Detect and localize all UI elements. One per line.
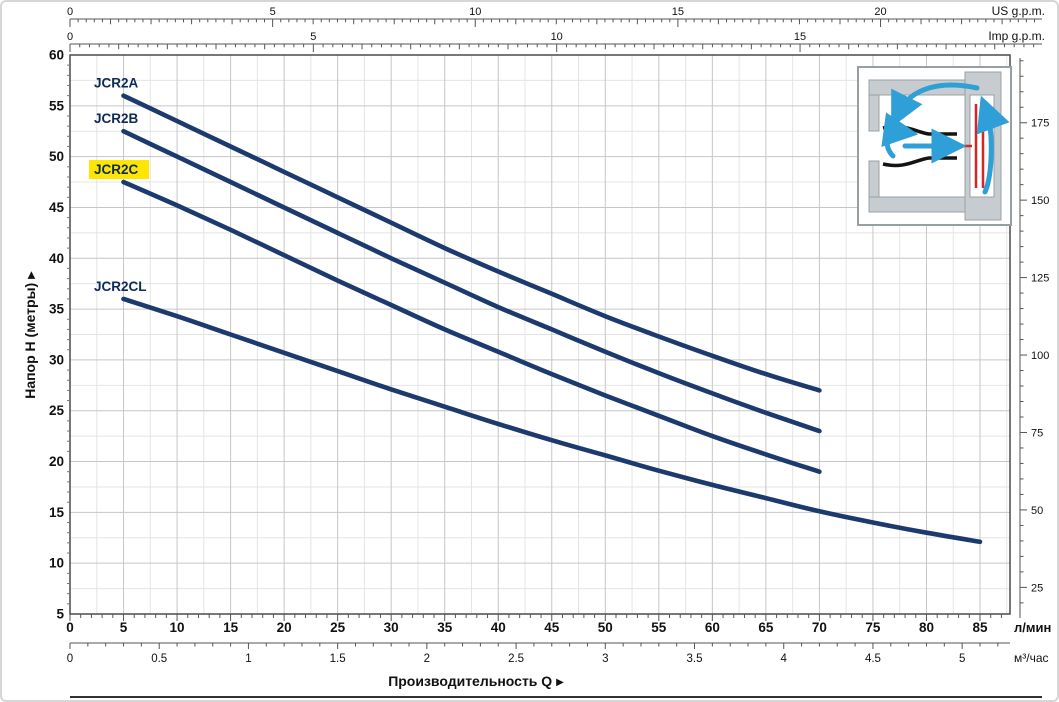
grid (69, 54, 1011, 615)
svg-text:65: 65 (758, 620, 774, 635)
m3h-unit-label: м³/час (1014, 651, 1049, 665)
svg-text:15: 15 (794, 31, 806, 43)
svg-text:5: 5 (56, 607, 64, 622)
svg-text:4.5: 4.5 (865, 653, 881, 665)
curve-JCR2C (121, 179, 822, 474)
y-axis-arrow-icon: ▶ (26, 271, 37, 279)
pump-curves (121, 93, 983, 545)
lpm-unit-label: л/мин (1014, 620, 1052, 635)
svg-text:35: 35 (49, 302, 65, 317)
imp-gpm-unit-label: Imp g.p.m. (988, 29, 1045, 43)
svg-text:10: 10 (170, 620, 185, 635)
y-axis-title-text: Напор H (метры) (22, 282, 38, 399)
pump-cross-section-drawing (868, 71, 1010, 221)
svg-text:15: 15 (672, 6, 684, 18)
svg-text:100: 100 (1031, 350, 1049, 362)
svg-text:25: 25 (49, 403, 65, 418)
svg-text:60: 60 (705, 620, 720, 635)
pump-cross-section-inset (857, 66, 1012, 226)
label-JCR2B: JCR2B (94, 111, 139, 126)
svg-text:30: 30 (49, 352, 64, 367)
svg-text:125: 125 (1031, 273, 1049, 285)
imp-gpm-axis: 0 5 10 15 (67, 31, 1042, 52)
svg-text:175: 175 (1031, 118, 1049, 130)
svg-text:20: 20 (277, 620, 292, 635)
svg-text:0.5: 0.5 (151, 653, 167, 665)
svg-text:0: 0 (67, 6, 73, 18)
flow-arrows (881, 82, 1010, 195)
svg-text:2: 2 (424, 653, 430, 665)
svg-text:3: 3 (602, 653, 608, 665)
svg-text:75: 75 (865, 620, 881, 635)
svg-text:25: 25 (330, 620, 346, 635)
svg-text:15: 15 (49, 505, 65, 520)
svg-text:35: 35 (437, 620, 453, 635)
svg-text:5: 5 (310, 31, 316, 43)
head-ft-axis: 25 50 75 100 125 150 175 (1019, 58, 1049, 618)
x-axis-arrow-icon: ▶ (556, 677, 564, 688)
x-axis-title: Производительность Q ▶ (70, 673, 882, 689)
curve-labels: JCR2A JCR2B JCR2C JCR2CL (89, 76, 149, 294)
svg-text:0: 0 (67, 31, 73, 43)
svg-text:10: 10 (49, 556, 64, 571)
label-JCR2A: JCR2A (94, 76, 139, 91)
lpm-axis: 0 5 10 15 20 25 30 35 40 45 50 55 60 65 70 75 80 85 (66, 614, 1002, 635)
svg-text:25: 25 (1031, 582, 1043, 594)
y-axis-title: Напор H (метры) ▶ (22, 55, 38, 615)
svg-text:2.5: 2.5 (508, 653, 524, 665)
svg-text:20: 20 (49, 454, 64, 469)
label-JCR2C: JCR2C (94, 162, 139, 177)
us-gpm-axis: 0 5 10 15 20 (67, 6, 1042, 27)
svg-text:1.5: 1.5 (330, 653, 346, 665)
label-JCR2CL: JCR2CL (94, 279, 147, 294)
curve-JCR2B (121, 128, 822, 434)
svg-text:55: 55 (49, 98, 65, 113)
svg-text:20: 20 (874, 6, 886, 18)
svg-text:40: 40 (49, 251, 64, 266)
svg-text:15: 15 (223, 620, 239, 635)
us-gpm-unit-label: US g.p.m. (991, 4, 1045, 18)
svg-text:50: 50 (1031, 505, 1043, 517)
svg-text:10: 10 (551, 31, 563, 43)
svg-text:1: 1 (245, 653, 251, 665)
svg-text:3.5: 3.5 (687, 653, 703, 665)
svg-text:0: 0 (67, 653, 73, 665)
svg-text:0: 0 (66, 620, 74, 635)
svg-text:10: 10 (469, 6, 481, 18)
curve-JCR2CL (121, 296, 983, 545)
svg-text:70: 70 (812, 620, 827, 635)
head-m-axis: 5 10 15 20 25 30 35 40 45 50 55 60 (49, 48, 70, 622)
svg-text:4: 4 (781, 653, 788, 665)
svg-text:55: 55 (651, 620, 667, 635)
svg-text:5: 5 (959, 653, 965, 665)
m3h-axis: 0 0.5 1 1.5 2 2.5 3 3.5 4 4.5 5 (67, 642, 1010, 665)
svg-text:45: 45 (544, 620, 560, 635)
x-axis-title-text: Производительность Q (388, 673, 553, 689)
svg-text:50: 50 (49, 149, 64, 164)
svg-text:5: 5 (270, 6, 276, 18)
svg-text:5: 5 (120, 620, 128, 635)
svg-text:45: 45 (49, 200, 65, 215)
svg-text:150: 150 (1031, 195, 1049, 207)
svg-text:30: 30 (384, 620, 399, 635)
svg-text:75: 75 (1031, 427, 1043, 439)
svg-text:40: 40 (491, 620, 506, 635)
svg-text:85: 85 (972, 620, 988, 635)
svg-text:80: 80 (919, 620, 934, 635)
curve-JCR2A (121, 93, 822, 393)
svg-text:60: 60 (49, 48, 64, 63)
svg-text:50: 50 (598, 620, 613, 635)
highlight-JCR2C (89, 160, 149, 180)
